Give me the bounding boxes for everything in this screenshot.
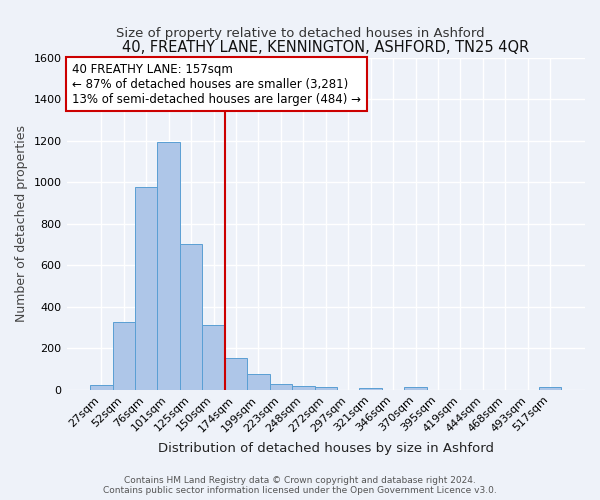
X-axis label: Distribution of detached houses by size in Ashford: Distribution of detached houses by size … [158,442,494,455]
Bar [539,388,562,390]
Bar [135,188,157,390]
Title: 40, FREATHY LANE, KENNINGTON, ASHFORD, TN25 4QR: 40, FREATHY LANE, KENNINGTON, ASHFORD, T… [122,40,529,55]
Text: 40 FREATHY LANE: 157sqm
← 87% of detached houses are smaller (3,281)
13% of semi: 40 FREATHY LANE: 157sqm ← 87% of detache… [72,62,361,106]
Bar [314,388,337,390]
Bar [180,244,202,390]
Bar [113,322,135,390]
Bar [247,374,269,390]
Bar [202,326,225,390]
Text: Contains HM Land Registry data © Crown copyright and database right 2024.
Contai: Contains HM Land Registry data © Crown c… [103,476,497,495]
Bar [157,142,180,390]
Text: Size of property relative to detached houses in Ashford: Size of property relative to detached ho… [116,28,484,40]
Bar [90,384,113,390]
Bar [225,358,247,390]
Y-axis label: Number of detached properties: Number of detached properties [15,125,28,322]
Bar [359,388,382,390]
Bar [404,388,427,390]
Bar [269,384,292,390]
Bar [292,386,314,390]
